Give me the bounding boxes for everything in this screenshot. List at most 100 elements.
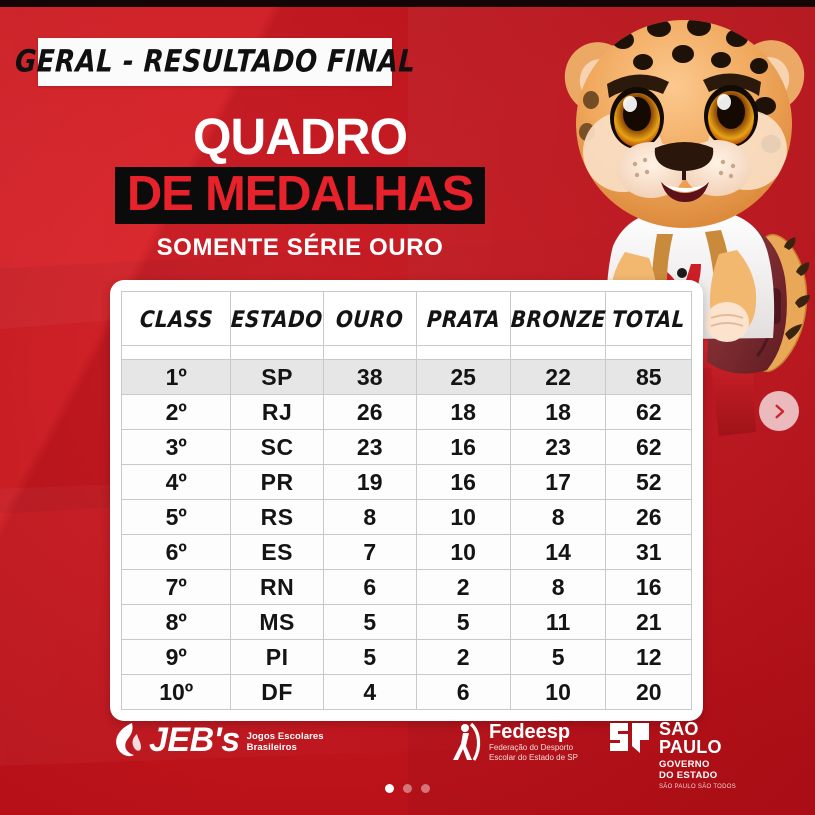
result-banner-label: GERAL - RESULTADO FINAL (13, 44, 417, 80)
sp-line-1: SÃO (659, 719, 699, 739)
cell-prata: 16 (415, 429, 511, 465)
table-row: 5º RS 8 10 8 26 (120, 499, 692, 535)
cell-total: 16 (605, 569, 692, 605)
cell-bronze: 14 (509, 534, 607, 570)
sp-line-4: DO ESTADO (659, 770, 718, 781)
cell-prata: 18 (415, 394, 511, 430)
cell-estado: SP (230, 359, 324, 395)
sp-line-5: SÃO PAULO SÃO TODOS (659, 784, 737, 790)
cell-estado: RN (230, 569, 324, 605)
cell-class: 5º (120, 499, 232, 535)
cell-class: 2º (120, 394, 232, 430)
cell-bronze: 10 (509, 674, 607, 710)
table-header-row: CLASS ESTADO OURO PRATA BRONZE TOTAL (120, 291, 692, 346)
column-header-class: CLASS (120, 291, 232, 346)
chevron-right-icon (774, 404, 784, 418)
sp-line-3: GOVERNO (659, 759, 710, 770)
cell-prata: 2 (415, 569, 511, 605)
cell-prata: 10 (415, 499, 511, 535)
cell-prata: 16 (415, 464, 511, 500)
cell-bronze: 18 (509, 394, 607, 430)
cell-total: 26 (605, 499, 692, 535)
cell-class: 4º (120, 464, 232, 500)
footer-logos: JEB's Jogos Escolares Brasileiros Fedees… (0, 710, 815, 815)
cell-total: 20 (605, 674, 692, 710)
column-header-bronze: BRONZE (509, 291, 607, 346)
cell-class: 9º (120, 639, 232, 675)
headline-line2: DE MEDALHAS (126, 167, 474, 221)
cell-ouro: 19 (322, 464, 417, 500)
cell-prata: 2 (415, 639, 511, 675)
sp-text-block: SÃO PAULO GOVERNO DO ESTADO SÃO PAULO SÃ… (659, 720, 736, 791)
flame-icon (116, 723, 141, 757)
jebs-tagline: Jogos Escolares Brasileiros (246, 731, 324, 753)
cell-estado: PR (230, 464, 324, 500)
cell-estado: ES (230, 534, 324, 570)
next-slide-button[interactable] (759, 391, 799, 431)
logo-jebs: JEB's Jogos Escolares Brasileiros (112, 722, 324, 758)
carousel-dot-2[interactable] (403, 784, 412, 793)
column-header-estado: ESTADO (230, 291, 324, 346)
cell-total: 21 (605, 604, 692, 640)
medal-table-card: CLASS ESTADO OURO PRATA BRONZE TOTAL 1º (110, 280, 703, 721)
athlete-figure-icon (453, 722, 481, 761)
cell-total: 62 (605, 394, 692, 430)
logo-fedeesp: Fedeesp Federação do Desporto Escolar do… (452, 722, 578, 762)
table-row: 6º ES 7 10 14 31 (120, 534, 692, 570)
cell-class: 8º (120, 604, 232, 640)
table-spacer-row (120, 345, 692, 360)
table-row: 4º PR 19 16 17 52 (120, 464, 692, 500)
carousel-dot-3[interactable] (421, 784, 430, 793)
column-header-prata: PRATA (415, 291, 511, 346)
headline-block: QUADRO DE MEDALHAS SOMENTE SÉRIE OURO (0, 110, 600, 262)
table-row: 3º SC 23 16 23 62 (120, 429, 692, 465)
fedeesp-text-block: Fedeesp Federação do Desporto Escolar do… (489, 722, 578, 762)
table-row: 10º DF 4 6 10 20 (120, 674, 692, 710)
cell-estado: RS (230, 499, 324, 535)
medal-table-head: CLASS ESTADO OURO PRATA BRONZE TOTAL (120, 291, 692, 346)
cell-ouro: 38 (322, 359, 417, 395)
column-header-ouro: OURO (322, 291, 417, 346)
cell-estado: PI (230, 639, 324, 675)
carousel-dots (0, 784, 815, 793)
cell-estado: MS (230, 604, 324, 640)
cell-class: 6º (120, 534, 232, 570)
cell-bronze: 8 (509, 499, 607, 535)
cell-ouro: 5 (322, 604, 417, 640)
table-row: 1º SP 38 25 22 85 (120, 359, 692, 395)
cell-bronze: 11 (509, 604, 607, 640)
medal-table-body: 1º SP 38 25 22 85 2º RJ 26 18 18 62 3º (120, 359, 692, 710)
cell-total: 12 (605, 639, 692, 675)
cell-total: 52 (605, 464, 692, 500)
result-banner: GERAL - RESULTADO FINAL (14, 38, 416, 86)
cell-ouro: 26 (322, 394, 417, 430)
cell-estado: RJ (230, 394, 324, 430)
cell-bronze: 8 (509, 569, 607, 605)
cell-ouro: 4 (322, 674, 417, 710)
cell-bronze: 17 (509, 464, 607, 500)
medal-table: CLASS ESTADO OURO PRATA BRONZE TOTAL 1º (120, 291, 692, 710)
cell-class: 1º (120, 359, 232, 395)
cell-estado: SC (230, 429, 324, 465)
cell-total: 31 (605, 534, 692, 570)
cell-bronze: 23 (509, 429, 607, 465)
cell-class: 7º (120, 569, 232, 605)
sp-line-2: PAULO (659, 737, 722, 757)
fedeesp-wordmark: Fedeesp (489, 721, 571, 743)
table-spacer-body (120, 345, 692, 360)
cell-ouro: 6 (322, 569, 417, 605)
jebs-wordmark: JEB's (149, 721, 240, 759)
cell-prata: 10 (415, 534, 511, 570)
cell-bronze: 22 (509, 359, 607, 395)
top-dark-strip (0, 0, 815, 7)
cell-ouro: 23 (322, 429, 417, 465)
cell-class: 3º (120, 429, 232, 465)
table-row: 7º RN 6 2 8 16 (120, 569, 692, 605)
cell-total: 85 (605, 359, 692, 395)
sp-mark-icon (610, 723, 649, 753)
table-row: 2º RJ 26 18 18 62 (120, 394, 692, 430)
cell-ouro: 5 (322, 639, 417, 675)
cell-class: 10º (120, 674, 232, 710)
carousel-dot-1[interactable] (385, 784, 394, 793)
